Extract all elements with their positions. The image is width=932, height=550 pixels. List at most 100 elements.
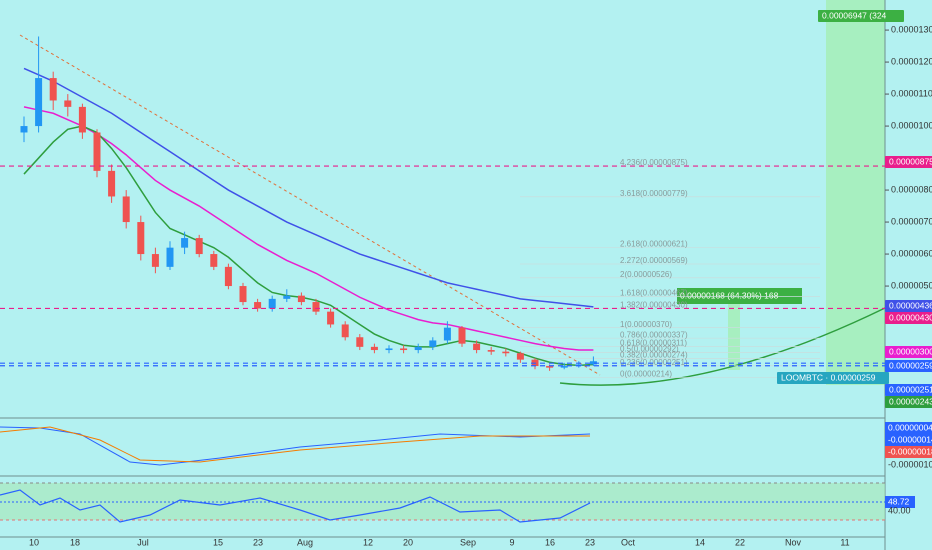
fib-label: 0.786(0.00000337) <box>620 330 688 339</box>
price-tag-label: 0.00000430 <box>889 312 932 322</box>
price-tag <box>818 10 904 22</box>
fib-label: 0.382(0.00000274) <box>620 350 688 359</box>
time-label: 16 <box>545 537 555 547</box>
macd-label: -0.00000018 <box>888 446 932 456</box>
signal-line <box>0 426 590 463</box>
candle-body <box>20 126 28 133</box>
time-label: 15 <box>213 537 223 547</box>
price-tag-label: 0.00000436 <box>889 300 932 310</box>
time-label: 9 <box>509 537 514 547</box>
price-tag <box>885 396 932 408</box>
time-label: 20 <box>403 537 413 547</box>
candle-body <box>195 238 203 255</box>
time-label: 11 <box>840 537 849 547</box>
trendline <box>19 34 601 376</box>
candle-body <box>224 266 232 287</box>
candle-body <box>400 348 408 351</box>
candle-body <box>487 350 495 352</box>
time-label: 22 <box>735 537 745 547</box>
measure-label-box <box>677 288 802 304</box>
projection-curve <box>559 307 886 386</box>
time-label: Aug <box>297 537 313 547</box>
fib-label: 1.382(0.00000430) <box>620 301 688 310</box>
candle-body <box>341 324 349 338</box>
candle-body <box>356 337 364 347</box>
price-tag-label: 0.00000243 <box>889 396 932 406</box>
fib-label: 1.618(0.00000467) <box>620 289 688 298</box>
candle-body <box>151 254 159 267</box>
price-tag <box>885 156 932 168</box>
time-label: 23 <box>585 537 595 547</box>
candle-body <box>93 132 101 171</box>
candle-body <box>414 346 422 351</box>
rsi-label: 48.72 <box>888 496 910 506</box>
macd-tag <box>885 434 932 446</box>
time-label: 10 <box>29 537 39 547</box>
macd-tag <box>885 446 932 458</box>
fib-label: 1(0.00000370) <box>620 320 672 329</box>
time-label: Oct <box>621 537 636 547</box>
price-tag <box>885 360 932 372</box>
price-tag <box>885 384 932 396</box>
candle-body <box>254 302 262 309</box>
macd-tag <box>885 422 932 434</box>
time-label: Jul <box>137 537 149 547</box>
time-label: Nov <box>785 537 802 547</box>
time-label: 14 <box>695 537 705 547</box>
macd-label: -0.00000014 <box>888 434 932 444</box>
fib-label: 2(0.00000526) <box>620 270 672 279</box>
candle-body <box>137 222 145 255</box>
candle-body <box>35 78 43 127</box>
candle-body <box>327 311 335 325</box>
price-tag-label: 0.00000875 <box>889 156 932 166</box>
candle-body <box>473 343 481 351</box>
candle-body <box>560 366 568 368</box>
projection-zone <box>826 0 885 385</box>
candle-body <box>297 295 305 303</box>
candle-body <box>78 106 86 133</box>
candle-body <box>516 353 524 360</box>
macd-line <box>0 426 591 466</box>
candle-body <box>122 196 130 223</box>
candle-body <box>458 327 466 344</box>
price-tag <box>777 372 889 384</box>
candle-body <box>589 361 597 365</box>
fib-label: 0.236(0.00000251) <box>620 358 688 367</box>
candle-body <box>385 348 393 351</box>
measure-label: 0.00000168 (64.30%) 168 <box>680 290 779 300</box>
candle-body <box>268 298 276 309</box>
price-tag <box>885 346 932 358</box>
time-label: 18 <box>70 537 80 547</box>
rsi-label: 40.00 <box>888 505 911 515</box>
rsi-tag <box>885 496 915 508</box>
time-label: 12 <box>363 537 373 547</box>
fib-label: 0.618(0.00000311) <box>620 339 687 348</box>
measure-zone <box>728 300 740 370</box>
moving-average <box>23 106 594 351</box>
y-tick-label: 0.00000500 <box>891 280 932 290</box>
candle-body <box>181 238 189 248</box>
price-tag-label: 0.00000300 <box>889 346 932 356</box>
candle-body <box>370 346 378 351</box>
candle-body <box>239 286 247 303</box>
candle-body <box>64 100 72 107</box>
price-tag-label: 0.00006947 (324 <box>822 10 887 20</box>
candle-body <box>443 327 451 341</box>
fib-label: 2.272(0.00000569) <box>620 256 688 265</box>
fib-label: 0(0.00000214) <box>620 370 672 379</box>
price-tag-label: 0.00000251 <box>889 384 932 394</box>
fib-label: 2.618(0.00000621) <box>620 239 688 248</box>
price-tag-label: LOOMBTC · 0.00000259 <box>781 372 876 382</box>
fib-label: 0.5(0.00000292) <box>620 345 679 354</box>
rsi-line <box>0 489 591 523</box>
macd-label: -0.00000100 <box>888 459 932 469</box>
macd-label: 0.00000004 <box>888 422 932 432</box>
candle-body <box>546 366 554 368</box>
